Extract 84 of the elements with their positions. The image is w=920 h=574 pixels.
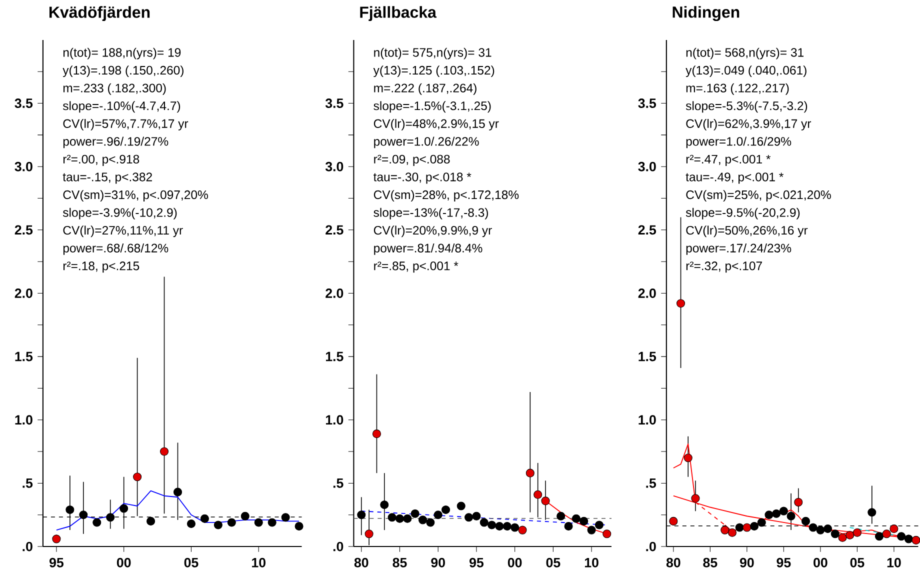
y-tick-label: 3.5 xyxy=(325,98,344,108)
annotation: m=.163 (.122,.217) xyxy=(686,84,789,96)
annotation: slope=-5.3%(-7.5,-3.2) xyxy=(686,101,808,113)
y-tick-label: 1.5 xyxy=(15,352,33,362)
y-tick-label: 2.0 xyxy=(638,288,656,298)
y-tick-label: 1.5 xyxy=(638,352,656,362)
y-tick-label: 1.0 xyxy=(326,415,344,425)
annotation: CV(sm)=28%, p<.172,18% xyxy=(374,190,519,202)
x-tick-label: 90 xyxy=(740,558,754,568)
annotation: tau=-.49, p<.001 * xyxy=(686,172,784,184)
y-tick-label: 3.5 xyxy=(14,98,33,108)
chart-title: Nidingen xyxy=(672,6,740,22)
y-tick-label: .5 xyxy=(333,478,344,488)
y-tick-label: .5 xyxy=(646,478,656,488)
y-tick-label: 3.0 xyxy=(638,162,656,172)
annotation: CV(lr)=27%,11%,11 yr xyxy=(63,226,183,238)
annotation: n(tot)= 575,n(yrs)= 31 xyxy=(374,48,492,60)
y-tick-label: 3.0 xyxy=(325,162,344,172)
x-tick-label: 85 xyxy=(392,558,407,568)
x-tick-label: 05 xyxy=(546,558,560,568)
chart-title: Fjällbacka xyxy=(360,6,437,22)
annotation: slope=-1.5%(-3.1,.25) xyxy=(374,101,491,113)
y-tick-label: .0 xyxy=(22,542,32,552)
x-tick-label: 00 xyxy=(116,558,131,568)
annotation: y(13)=.049 (.040,.061) xyxy=(686,66,806,78)
x-tick-label: 85 xyxy=(703,558,718,568)
annotation: power=.17/.24/23% xyxy=(686,244,792,256)
annotation: CV(lr)=48%,2.9%,15 yr xyxy=(374,119,499,131)
annotation: r²=.09, p<.088 xyxy=(374,155,450,166)
annotation: slope=-13%(-17,-8.3) xyxy=(374,208,488,220)
x-tick-label: 80 xyxy=(666,558,680,568)
annotation: r²=.85, p<.001 * xyxy=(374,262,458,273)
annotation: CV(sm)=25%, p<.021,20% xyxy=(686,190,831,202)
annotation: power=.96/.19/27% xyxy=(63,137,168,148)
y-tick-label: 2.5 xyxy=(14,225,33,235)
x-tick-label: 80 xyxy=(354,558,368,568)
annotation: y(13)=.125 (.103,.152) xyxy=(373,66,494,78)
annotation: CV(sm)=31%, p<.097,20% xyxy=(63,190,208,202)
annotation: r²=.18, p<.215 xyxy=(63,262,140,273)
x-tick-label: 05 xyxy=(850,558,864,568)
y-tick-label: 2.5 xyxy=(638,225,656,235)
annotation: m=.222 (.187,.264) xyxy=(374,84,476,96)
annotation: m=.233 (.182,.300) xyxy=(63,84,166,96)
x-tick-label: 00 xyxy=(814,558,828,568)
y-tick-label: 3.5 xyxy=(638,98,656,108)
y-tick-label: .0 xyxy=(646,542,656,552)
annotation: tau=-.30, p<.018 * xyxy=(373,172,472,184)
y-tick-label: 2.0 xyxy=(14,288,32,298)
annotation: CV(lr)=20%,9.9%,9 yr xyxy=(374,226,492,238)
x-tick-label: 10 xyxy=(584,558,598,568)
y-tick-label: .5 xyxy=(22,478,33,488)
y-tick-label: 3.0 xyxy=(14,162,32,172)
annotation: tau=-.15, p<.382 xyxy=(62,172,152,184)
annotation: n(tot)= 568,n(yrs)= 31 xyxy=(686,48,804,60)
annotation: power=.81/.94/8.4% xyxy=(374,244,482,256)
chart-title: Kvädöfjärden xyxy=(49,6,150,22)
annotation: slope=-9.5%(-20,2.9) xyxy=(686,208,800,220)
annotation: power=1.0/.26/22% xyxy=(374,137,479,148)
annotation: r²=.47, p<.001 * xyxy=(686,155,771,166)
y-tick-label: 1.0 xyxy=(15,415,32,425)
x-tick-label: 95 xyxy=(470,558,484,568)
annotation: r²=.00, p<.918 xyxy=(63,155,140,166)
y-tick-label: 1.0 xyxy=(638,415,656,425)
annotation: slope=-3.9%(-10,2.9) xyxy=(62,208,177,220)
annotation: n(tot)= 188,n(yrs)= 19 xyxy=(63,48,181,60)
annotation: CV(lr)=50%,26%,16 yr xyxy=(686,226,808,238)
x-tick-label: 90 xyxy=(431,558,445,568)
annotation: CV(lr)=62%,3.9%,17 yr xyxy=(686,119,812,131)
y-tick-label: 2.0 xyxy=(326,288,344,298)
x-tick-label: 05 xyxy=(184,558,198,568)
annotation: y(13)=.198 (.150,.260) xyxy=(62,66,184,78)
y-tick-label: 2.5 xyxy=(326,225,344,235)
annotation: power=.68/.68/12% xyxy=(63,244,168,256)
y-tick-label: 1.5 xyxy=(326,352,344,362)
annotation: CV(lr)=57%,7.7%,17 yr xyxy=(63,119,188,131)
x-tick-label: 10 xyxy=(252,558,266,568)
annotation: r²=.32, p<.107 xyxy=(686,262,762,273)
x-tick-label: 95 xyxy=(50,558,64,568)
annotation: power=1.0/.16/29% xyxy=(686,137,792,148)
annotation: slope=-.10%(-4.7,4.7) xyxy=(62,101,180,113)
x-tick-label: 00 xyxy=(508,558,522,568)
y-tick-label: .0 xyxy=(333,542,344,552)
x-tick-label: 10 xyxy=(887,558,901,568)
x-tick-label: 95 xyxy=(776,558,791,568)
